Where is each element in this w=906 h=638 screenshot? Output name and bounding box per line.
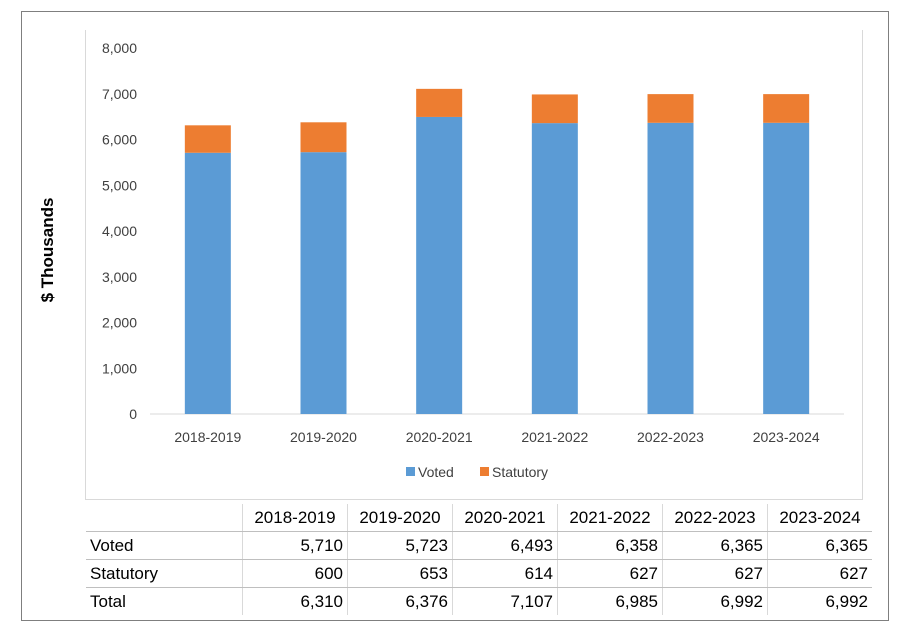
y-tick-label: 2,000 xyxy=(102,315,137,331)
table-cell: 7,107 xyxy=(452,587,558,615)
table-cell: 653 xyxy=(347,559,453,588)
table-cell: 627 xyxy=(767,559,872,588)
y-tick-label: 1,000 xyxy=(102,360,137,376)
y-tick-label: 7,000 xyxy=(102,86,137,102)
legend-label: Voted xyxy=(418,464,454,480)
bar-statutory xyxy=(647,94,694,123)
table-header: 2019-2020 xyxy=(347,504,453,532)
bar-statutory xyxy=(416,88,463,117)
bar-voted xyxy=(184,152,231,414)
x-tick-label: 2018-2019 xyxy=(174,429,241,445)
y-tick-label: 5,000 xyxy=(102,177,137,193)
legend-swatch-statutory xyxy=(480,467,489,476)
bar-statutory xyxy=(763,94,810,123)
table-cell: 6,365 xyxy=(662,531,768,560)
x-tick-label: 2021-2022 xyxy=(521,429,588,445)
table-header: 2022-2023 xyxy=(662,504,768,532)
plot-area-border xyxy=(85,30,863,500)
legend-label: Statutory xyxy=(492,464,548,480)
x-tick-label: 2023-2024 xyxy=(753,429,820,445)
table-cell: 6,310 xyxy=(242,587,348,615)
table-header: 2023-2024 xyxy=(767,504,872,532)
y-tick-label: 3,000 xyxy=(102,269,137,285)
table-header: 2018-2019 xyxy=(242,504,348,532)
x-axis-ticks: 2018-2019 2019-2020 2020-2021 2021-2022 2022… xyxy=(174,429,819,445)
row-label: Voted xyxy=(86,531,243,560)
table-header: 2021-2022 xyxy=(557,504,663,532)
table-cell: 6,493 xyxy=(452,531,558,560)
y-tick-label: 8,000 xyxy=(102,40,137,56)
table-row: Statutory 600 653 614 627 627 627 xyxy=(86,559,872,588)
bar-voted xyxy=(531,123,578,415)
bar-voted xyxy=(416,116,463,414)
chart-frame xyxy=(21,11,889,621)
bar-statutory xyxy=(300,122,347,153)
table-cell: 6,992 xyxy=(767,587,872,615)
y-tick-label: 4,000 xyxy=(102,223,137,239)
table-corner xyxy=(86,504,243,532)
table-row: Voted 5,710 5,723 6,493 6,358 6,365 6,36… xyxy=(86,531,872,560)
legend: Voted Statutory xyxy=(406,464,548,480)
row-label: Statutory xyxy=(86,559,243,588)
bars xyxy=(184,88,810,415)
table-cell: 6,358 xyxy=(557,531,663,560)
bar-statutory xyxy=(184,125,231,153)
table-cell: 6,985 xyxy=(557,587,663,615)
table-cell: 5,710 xyxy=(242,531,348,560)
legend-swatch-voted xyxy=(406,467,415,476)
table-cell: 614 xyxy=(452,559,558,588)
y-axis-ticks: 0 1,000 2,000 3,000 4,000 5,000 6,000 7,000 8,00… xyxy=(102,40,137,422)
table-header: 2020-2021 xyxy=(452,504,558,532)
table-cell: 6,365 xyxy=(767,531,872,560)
y-tick-label: 0 xyxy=(129,406,137,422)
x-tick-label: 2019-2020 xyxy=(290,429,357,445)
data-table: 2018-2019 2019-2020 2020-2021 2021-2022 … xyxy=(86,504,872,615)
x-tick-label: 2020-2021 xyxy=(406,429,473,445)
table-cell: 6,992 xyxy=(662,587,768,615)
bar-voted xyxy=(763,122,810,415)
stacked-bar-chart: 0 1,000 2,000 3,000 4,000 5,000 6,000 7,000 8,00… xyxy=(102,40,844,480)
bar-statutory xyxy=(531,94,578,124)
table-cell: 600 xyxy=(242,559,348,588)
table-cell: 6,376 xyxy=(347,587,453,615)
table-cell: 627 xyxy=(662,559,768,588)
x-tick-label: 2022-2023 xyxy=(637,429,704,445)
table-cell: 627 xyxy=(557,559,663,588)
table-header-row: 2018-2019 2019-2020 2020-2021 2021-2022 … xyxy=(86,504,872,532)
bar-voted xyxy=(647,122,694,415)
y-tick-label: 6,000 xyxy=(102,132,137,148)
table-row: Total 6,310 6,376 7,107 6,985 6,992 6,99… xyxy=(86,587,872,615)
row-label: Total xyxy=(90,591,126,611)
table-cell: 5,723 xyxy=(347,531,453,560)
bar-voted xyxy=(300,152,347,415)
